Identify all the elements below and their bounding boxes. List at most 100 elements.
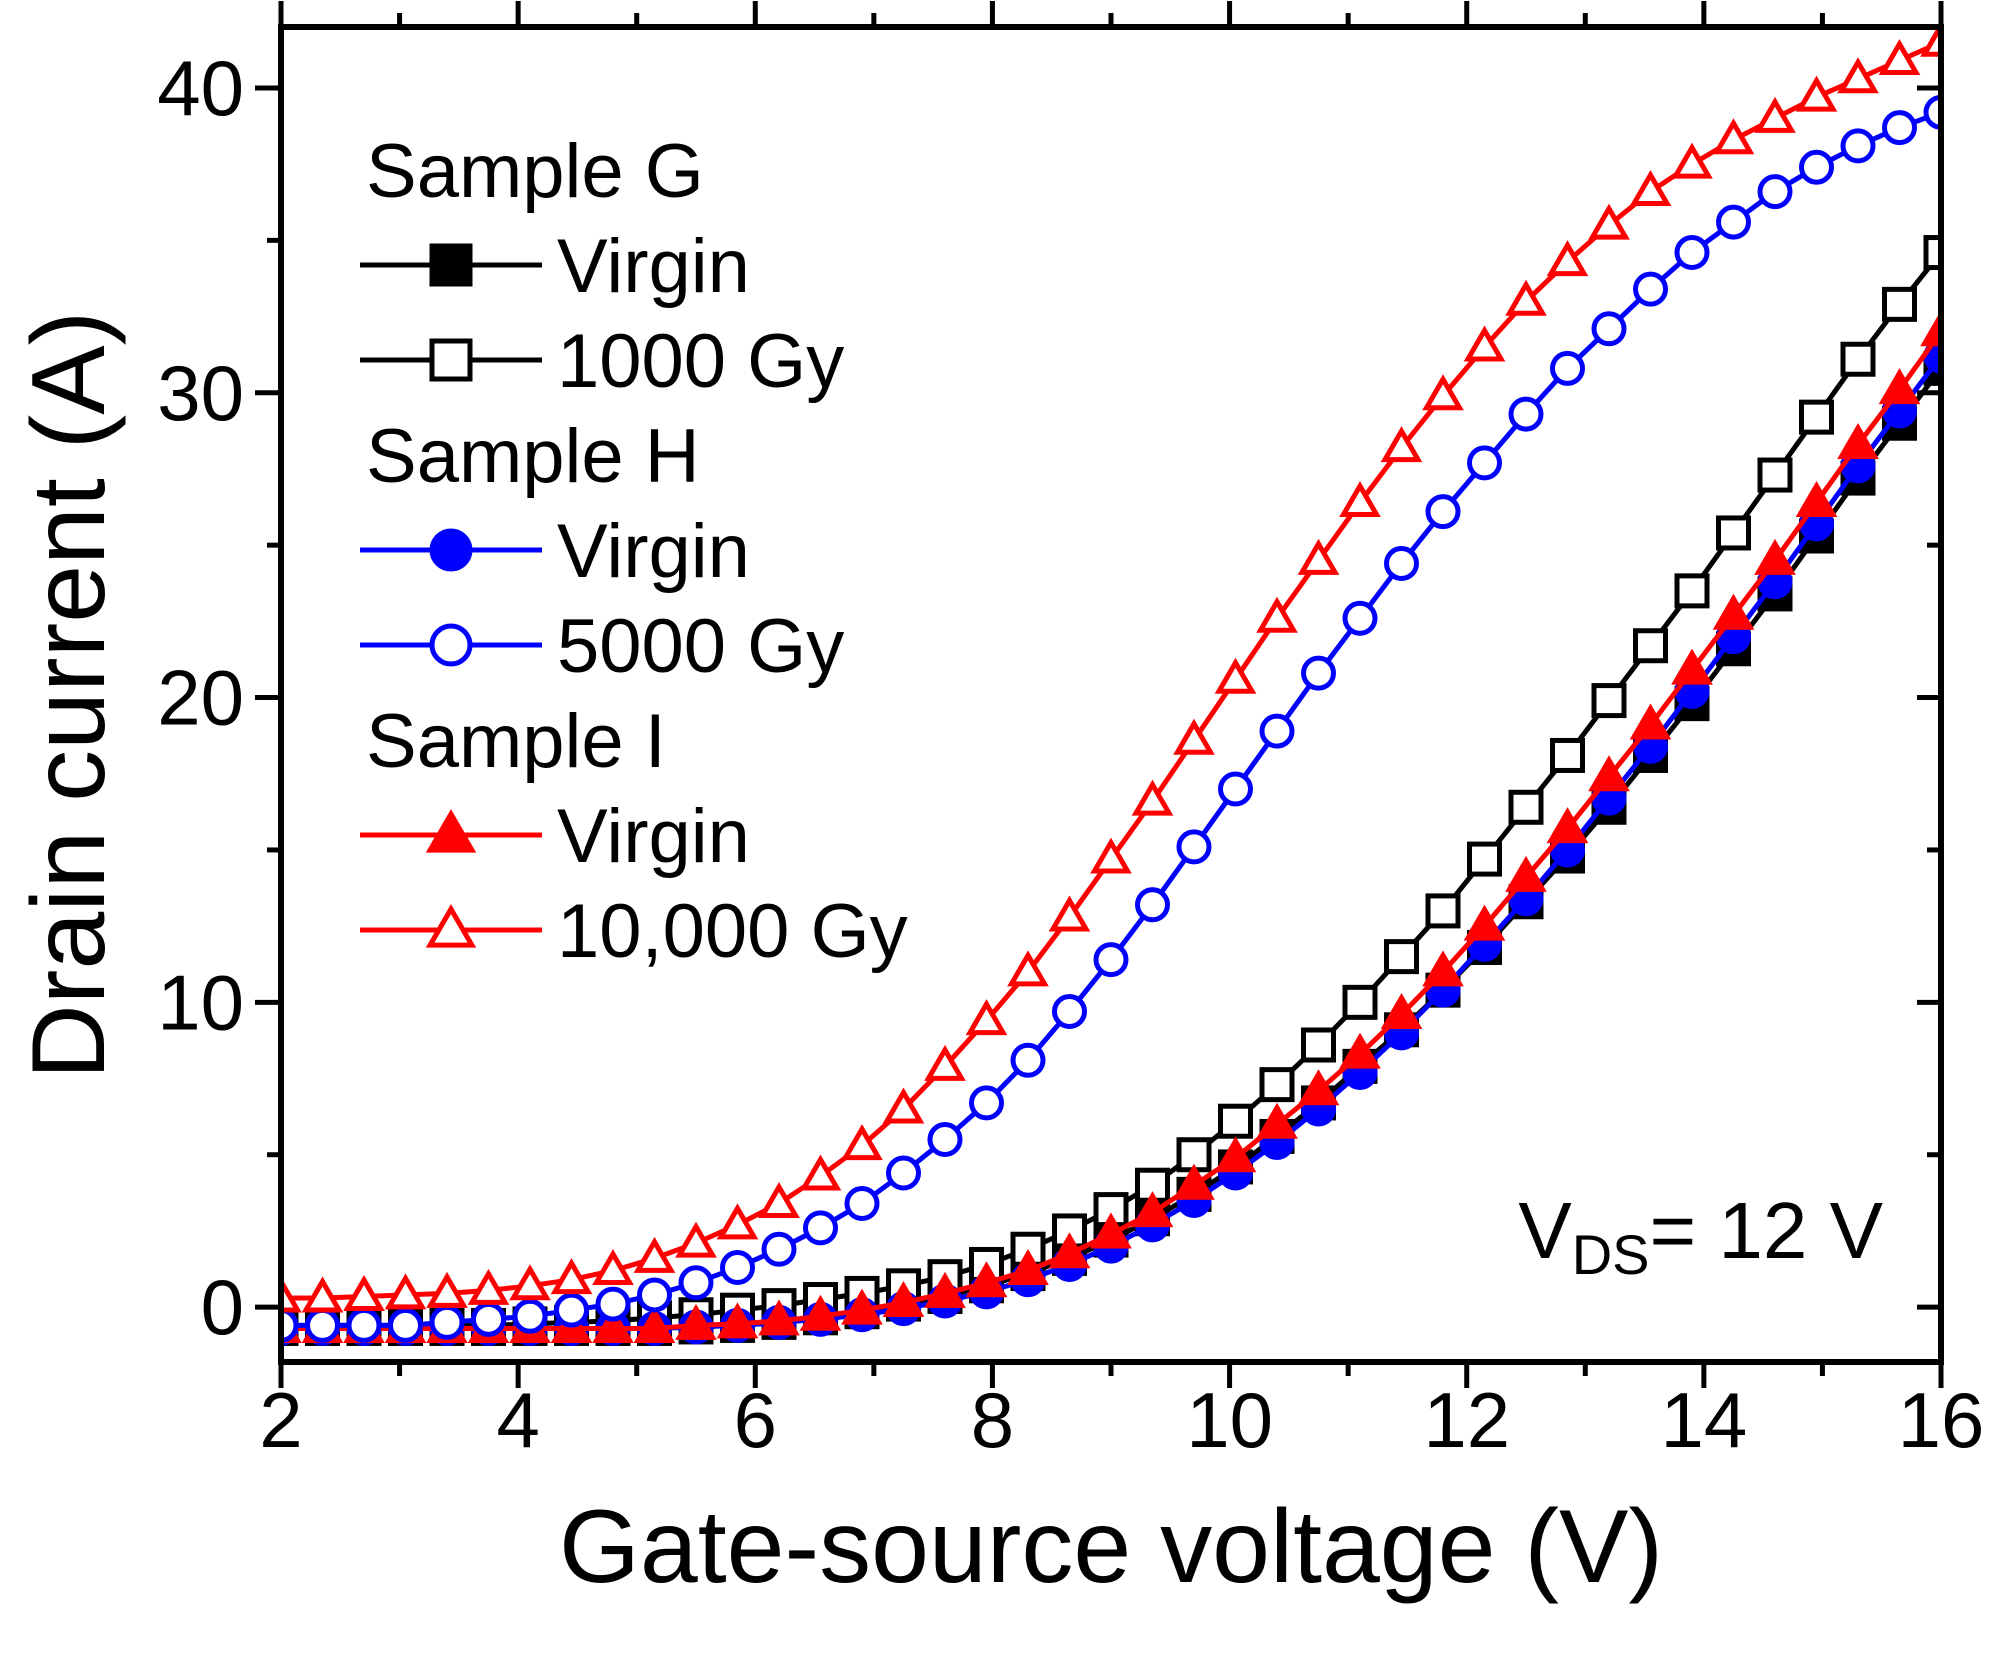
x-tick-label: 2 — [259, 1376, 302, 1464]
point-sample-i-10000gy — [467, 1268, 510, 1305]
legend-item-sample-g-virgin: Virgin — [360, 224, 750, 309]
point-sample-i-10000gy — [1588, 203, 1630, 240]
series-layer — [281, 27, 1941, 1346]
x-tick-label: 10 — [1186, 1376, 1273, 1464]
point-sample-i-virgin — [965, 1261, 1008, 1298]
point-sample-i-virgin — [1422, 950, 1464, 987]
legend-marker — [429, 623, 473, 667]
point-sample-i-10000gy — [509, 1264, 551, 1301]
point-sample-h-5000gy — [1176, 829, 1212, 865]
point-sample-i-10000gy — [1256, 596, 1298, 633]
point-sample-i-10000gy — [550, 1258, 593, 1295]
y-tick-label: 20 — [157, 654, 244, 742]
point-sample-i-10000gy — [758, 1181, 800, 1218]
point-sample-i-10000gy — [1878, 39, 1921, 75]
point-sample-g-1000gy — [1259, 1067, 1295, 1103]
point-sample-i-10000gy — [1007, 950, 1049, 987]
point-sample-h-5000gy — [1840, 128, 1876, 164]
point-sample-i-10000gy — [1297, 538, 1340, 575]
point-sample-i-10000gy — [716, 1203, 759, 1240]
point-sample-h-5000gy — [305, 1307, 340, 1343]
point-sample-h-5000gy — [1674, 235, 1710, 271]
point-sample-h-5000gy — [1508, 396, 1544, 432]
point-sample-h-5000gy — [1550, 350, 1585, 386]
point-sample-i-virgin — [1339, 1032, 1381, 1069]
point-sample-g-1000gy — [1591, 683, 1627, 719]
series-sample-h-5000gy — [281, 94, 1941, 1343]
vds-annotation-main: V — [1518, 1186, 1572, 1275]
point-sample-i-10000gy — [882, 1087, 925, 1124]
point-sample-i-10000gy — [633, 1236, 676, 1273]
point-sample-g-1000gy — [1799, 399, 1834, 435]
point-sample-i-virgin — [1920, 310, 1941, 347]
point-sample-h-5000gy — [1716, 204, 1751, 240]
point-sample-i-10000gy — [301, 1276, 344, 1313]
point-sample-i-10000gy — [1754, 96, 1796, 133]
point-sample-g-1000gy — [1508, 789, 1544, 825]
point-sample-g-1000gy — [1550, 737, 1585, 773]
point-sample-h-5000gy — [595, 1286, 631, 1322]
point-sample-h-5000gy — [761, 1231, 797, 1267]
y-axis-label: Drain current (A) — [11, 311, 127, 1080]
point-sample-i-10000gy — [1380, 426, 1423, 463]
point-sample-i-virgin — [675, 1303, 717, 1340]
point-sample-i-10000gy — [1920, 27, 1941, 57]
point-sample-i-virgin — [1297, 1069, 1340, 1106]
point-sample-i-virgin — [1878, 368, 1921, 405]
point-sample-h-5000gy — [678, 1265, 714, 1301]
point-sample-h-5000gy — [1052, 993, 1087, 1029]
legend-label: Virgin — [557, 224, 750, 309]
point-sample-g-1000gy — [1923, 235, 1941, 271]
point-sample-h-5000gy — [969, 1085, 1004, 1121]
point-sample-g-1000gy — [1425, 893, 1461, 929]
point-sample-h-5000gy — [471, 1301, 506, 1337]
point-sample-h-5000gy — [554, 1292, 589, 1328]
legend-label: 10,000 Gy — [557, 889, 908, 974]
point-sample-i-virgin — [1380, 993, 1423, 1030]
legend-item-sample-i-10000gy: 10,000 Gy — [360, 889, 908, 974]
point-sample-i-virgin — [1173, 1163, 1215, 1200]
point-sample-i-10000gy — [281, 1276, 302, 1313]
point-sample-i-virgin — [924, 1271, 966, 1308]
point-sample-h-5000gy — [1757, 174, 1793, 210]
legend-group-title: Sample H — [366, 414, 700, 499]
point-sample-g-1000gy — [1757, 457, 1793, 493]
point-sample-g-1000gy — [1342, 984, 1378, 1020]
point-sample-h-5000gy — [281, 1307, 299, 1343]
point-sample-i-virgin — [882, 1281, 925, 1318]
point-sample-g-1000gy — [1467, 841, 1502, 877]
point-sample-h-5000gy — [1923, 94, 1941, 130]
legend-item-sample-i-virgin: Virgin — [360, 794, 750, 879]
plot-frame — [278, 24, 1944, 1365]
point-sample-h-5000gy — [1301, 655, 1336, 691]
point-sample-i-10000gy — [1463, 325, 1506, 362]
point-sample-h-5000gy — [1591, 311, 1627, 347]
point-sample-h-5000gy — [512, 1298, 548, 1334]
point-sample-h-5000gy — [429, 1304, 465, 1340]
legend-marker — [429, 338, 473, 382]
point-sample-i-virgin — [1505, 855, 1547, 892]
y-tick-label: 0 — [201, 1263, 244, 1351]
legend-group-title: Sample I — [366, 699, 666, 784]
series-sample-g-1000gy — [281, 235, 1941, 1343]
point-sample-i-10000gy — [1214, 657, 1257, 694]
legend: Sample G Virgin 1000 Gy Sample H Virgin 5000 … — [360, 129, 908, 974]
point-sample-i-10000gy — [1173, 718, 1215, 755]
point-sample-i-virgin — [1546, 807, 1589, 844]
point-sample-i-virgin — [1795, 480, 1838, 517]
point-sample-i-10000gy — [592, 1249, 634, 1286]
point-sample-i-virgin — [799, 1294, 842, 1331]
point-sample-h-5000gy — [1093, 942, 1129, 978]
point-sample-h-5000gy — [1799, 149, 1834, 185]
legend-item-sample-h-virgin: Virgin — [360, 509, 750, 594]
y-tick-label: 40 — [157, 44, 244, 132]
legend-marker — [429, 528, 473, 572]
point-sample-h-5000gy — [844, 1186, 880, 1222]
point-sample-i-10000gy — [1505, 279, 1547, 316]
point-sample-i-virgin — [1090, 1212, 1132, 1249]
x-tick-label: 6 — [734, 1376, 777, 1464]
point-sample-i-10000gy — [1712, 118, 1755, 155]
legend-label: Virgin — [557, 509, 750, 594]
legend-item-sample-h-5000gy: 5000 Gy — [360, 604, 844, 689]
point-sample-i-virgin — [633, 1306, 676, 1343]
